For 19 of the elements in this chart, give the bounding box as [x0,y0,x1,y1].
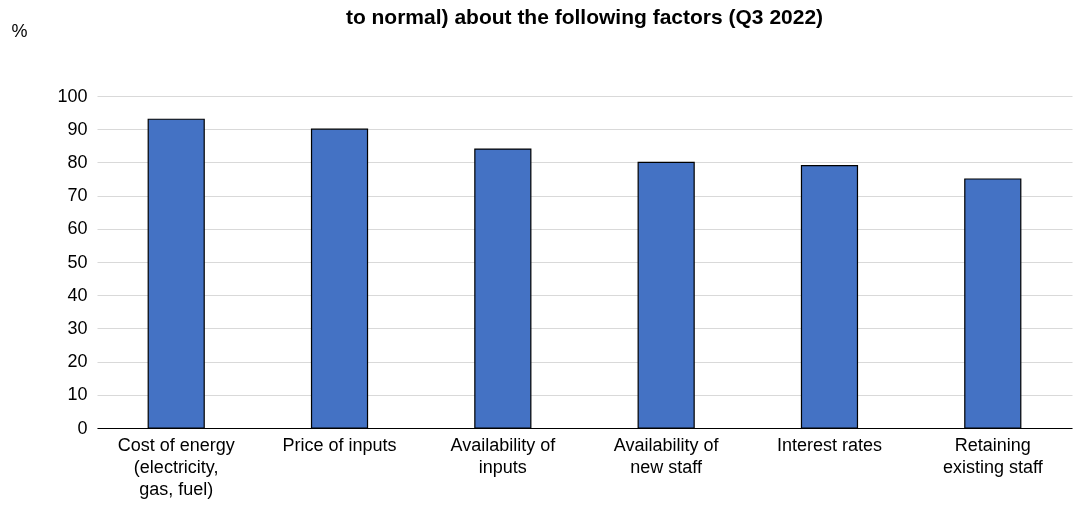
x-tick-label: Retaining existing staff [942,434,1044,477]
y-tick-label: 50 [67,251,88,272]
y-tick-label: 30 [67,317,88,338]
x-tick-label: Cost of energy (electricity, gas, fuel) [117,434,235,499]
y-tick-label: 10 [67,384,88,405]
y-tick-label: 80 [67,151,88,172]
y-tick-label: 20 [67,351,88,372]
y-tick-label: 40 [67,284,88,305]
y-tick-label: 0 [77,417,88,438]
chart-title: to normal) about the following factors (Q3 2022) [345,5,824,28]
y-tick-label: 70 [67,185,88,206]
x-tick-label: Price of inputs [282,434,397,455]
x-tick-label: Interest rates [776,434,882,455]
y-tick-label: 60 [67,218,88,239]
y-tick-label: 90 [67,118,88,139]
y-tick-label: 100 [57,85,88,106]
y-axis-title: % [11,20,28,41]
x-tick-label: Availability of inputs [450,434,557,477]
x-tick-label: Availability of new staff [613,434,720,477]
